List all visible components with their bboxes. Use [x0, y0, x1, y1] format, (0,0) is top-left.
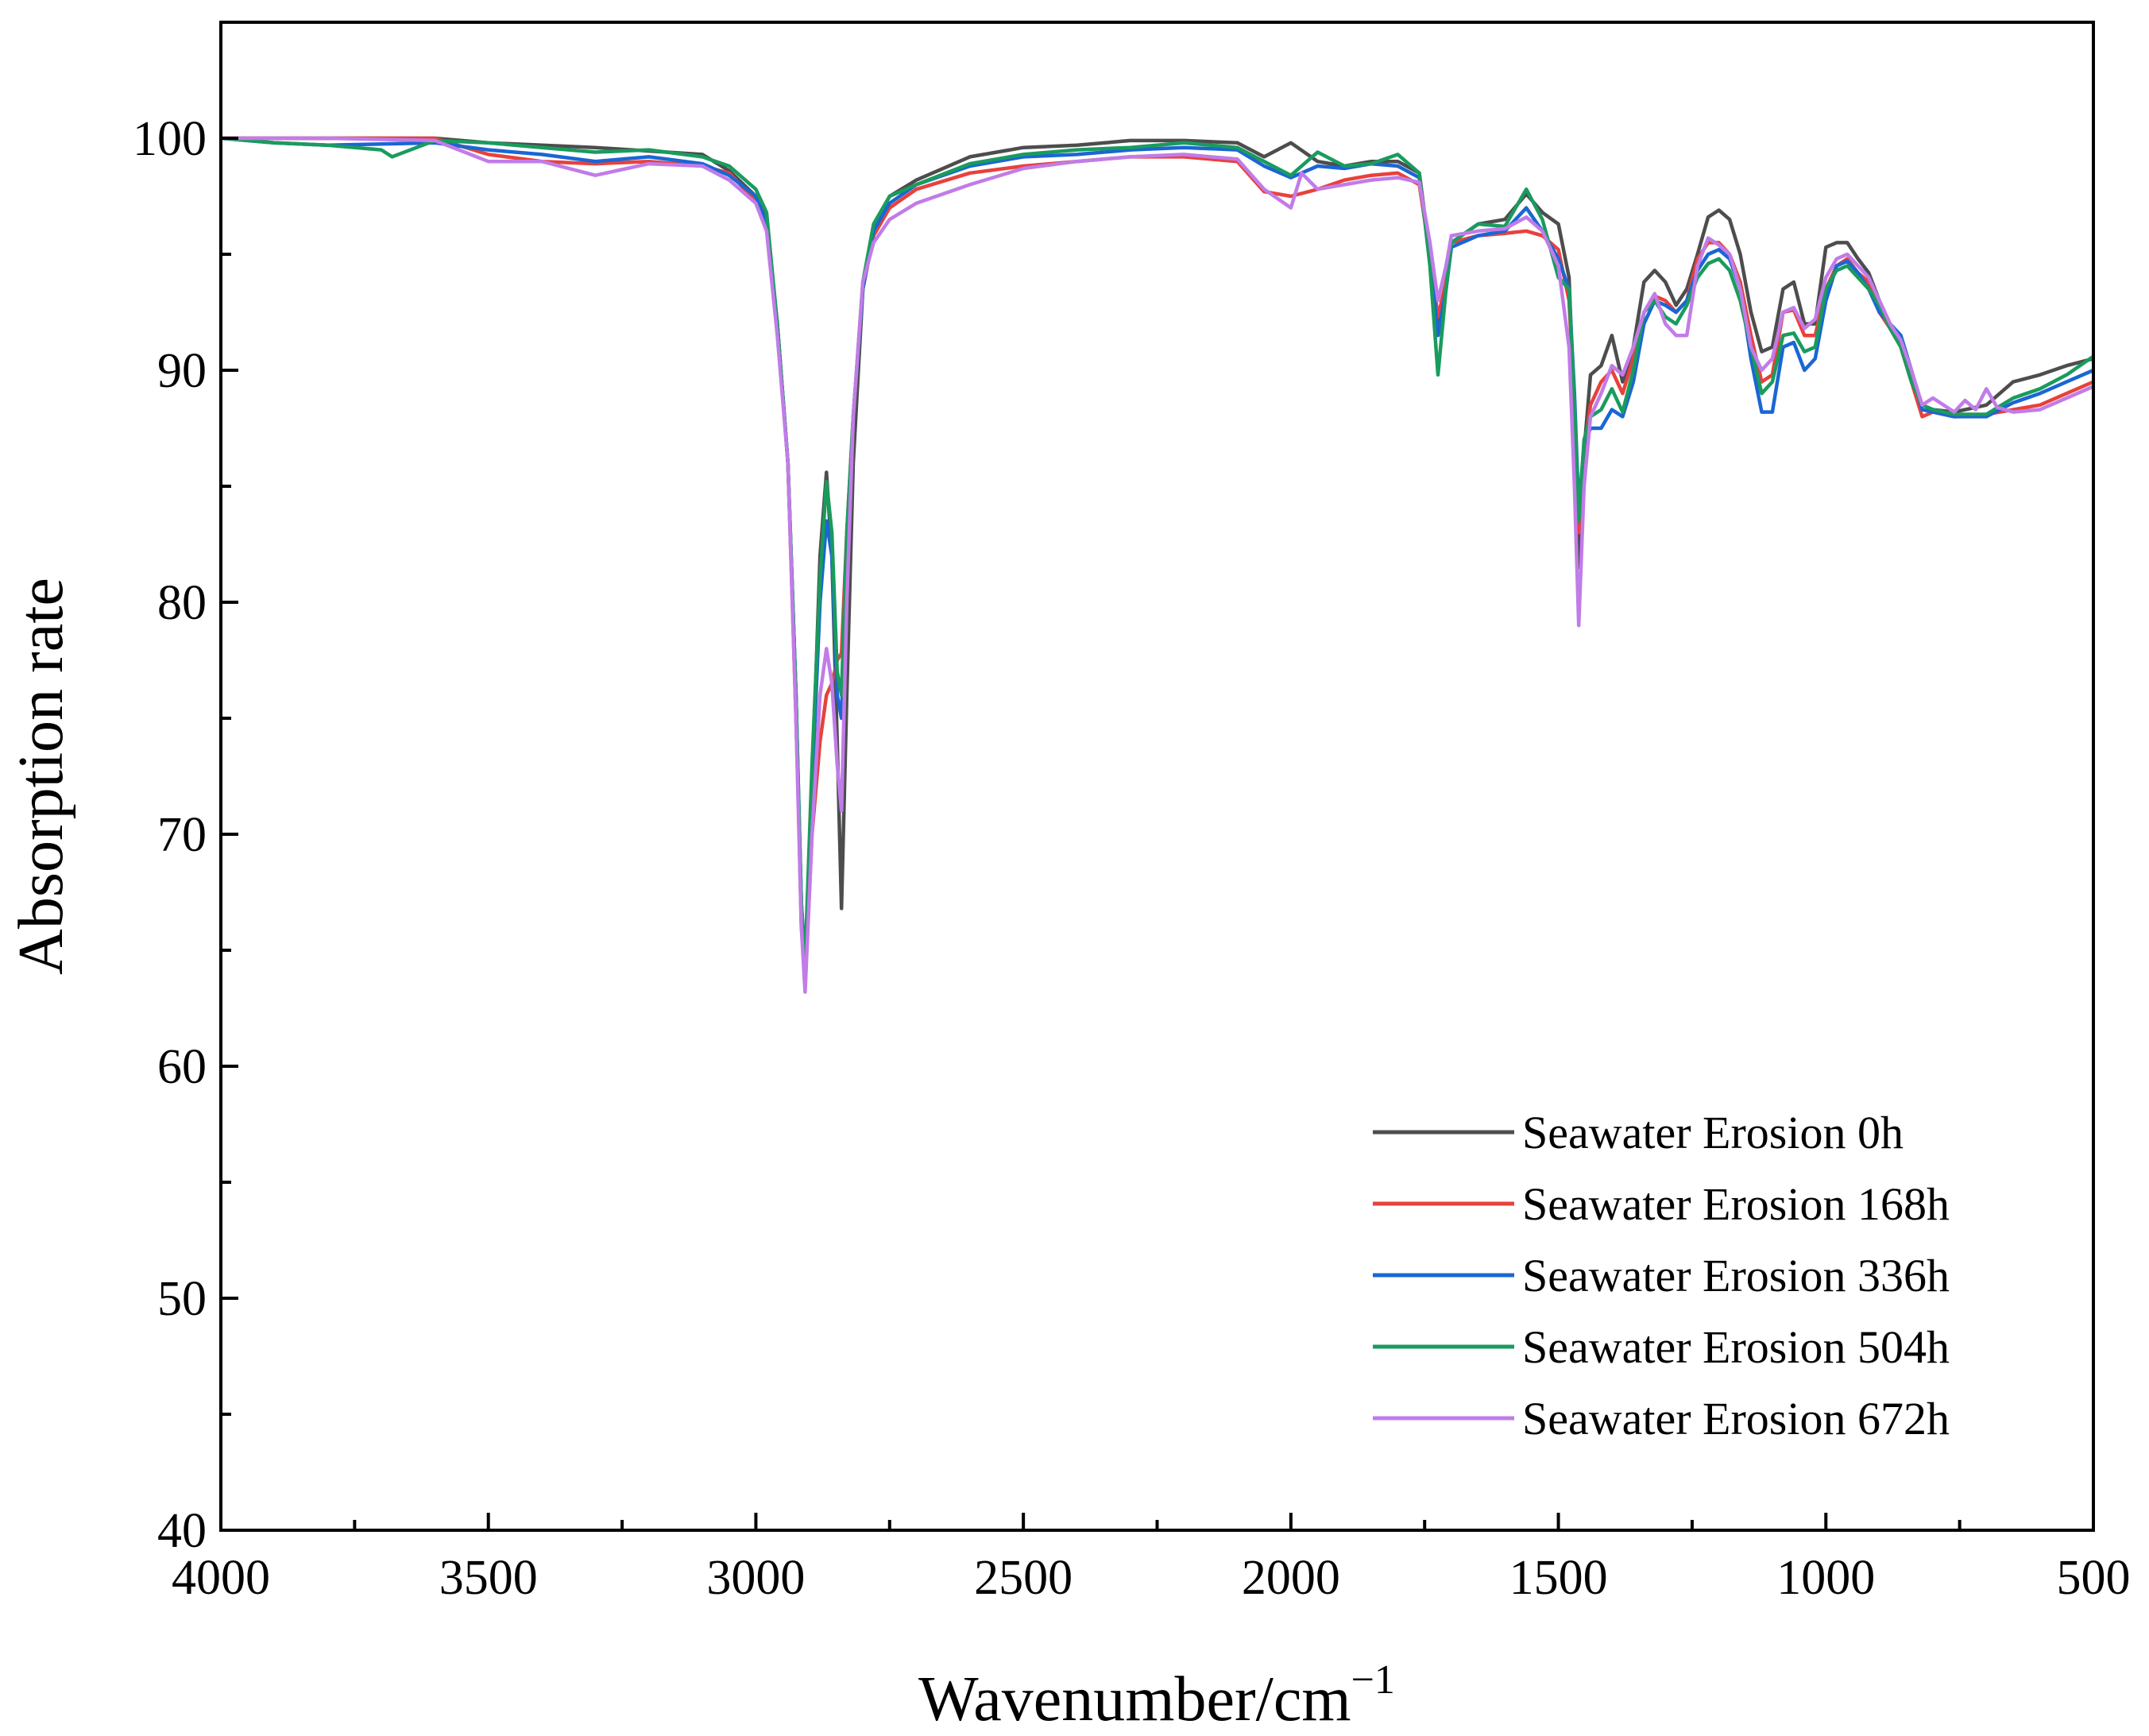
- x-axis: 4000 3500 3000 2500 2000 1500 1000 500: [172, 1513, 2131, 1605]
- y-axis: 40 50 60 70 80 90 100: [133, 21, 238, 1558]
- y-tick-label: 90: [157, 344, 207, 398]
- legend: Seawater Erosion 0h Seawater Erosion 168h…: [1373, 1107, 1950, 1444]
- x-axis-title-text: Wavenumber/cm: [918, 1664, 1351, 1734]
- y-tick-label: 70: [157, 808, 207, 862]
- x-axis-title-superscript: −1: [1351, 1657, 1395, 1703]
- y-tick-label: 40: [157, 1504, 207, 1558]
- legend-label-4: Seawater Erosion 672h: [1522, 1393, 1950, 1444]
- x-tick-label: 1000: [1776, 1551, 1875, 1605]
- legend-label-3: Seawater Erosion 504h: [1522, 1321, 1950, 1373]
- series-layer: [221, 136, 2093, 994]
- x-tick-label: 1500: [1509, 1551, 1608, 1605]
- legend-label-2: Seawater Erosion 336h: [1522, 1250, 1950, 1301]
- y-tick-label: 80: [157, 576, 207, 630]
- legend-label-0: Seawater Erosion 0h: [1522, 1107, 1904, 1158]
- y-axis-title: Absorption rate: [6, 578, 76, 975]
- legend-label-1: Seawater Erosion 168h: [1522, 1178, 1950, 1230]
- x-tick-label: 2500: [974, 1551, 1073, 1605]
- series-line-2: [221, 136, 2093, 971]
- series-line-0: [221, 136, 2093, 976]
- x-tick-label: 2000: [1242, 1551, 1340, 1605]
- y-tick-label: 50: [157, 1272, 207, 1326]
- y-tick-label: 60: [157, 1040, 207, 1094]
- x-tick-label: 500: [2057, 1551, 2131, 1605]
- y-tick-label: 100: [133, 112, 207, 166]
- x-tick-label: 3000: [706, 1551, 805, 1605]
- series-line-4: [221, 136, 2093, 994]
- plot-frame: [219, 21, 2095, 1532]
- x-axis-title: Wavenumber/cm−1: [918, 1657, 1395, 1734]
- x-tick-label: 3500: [439, 1551, 538, 1605]
- series-line-3: [221, 136, 2093, 964]
- x-tick-label: 4000: [172, 1551, 270, 1605]
- series-line-1: [221, 136, 2093, 988]
